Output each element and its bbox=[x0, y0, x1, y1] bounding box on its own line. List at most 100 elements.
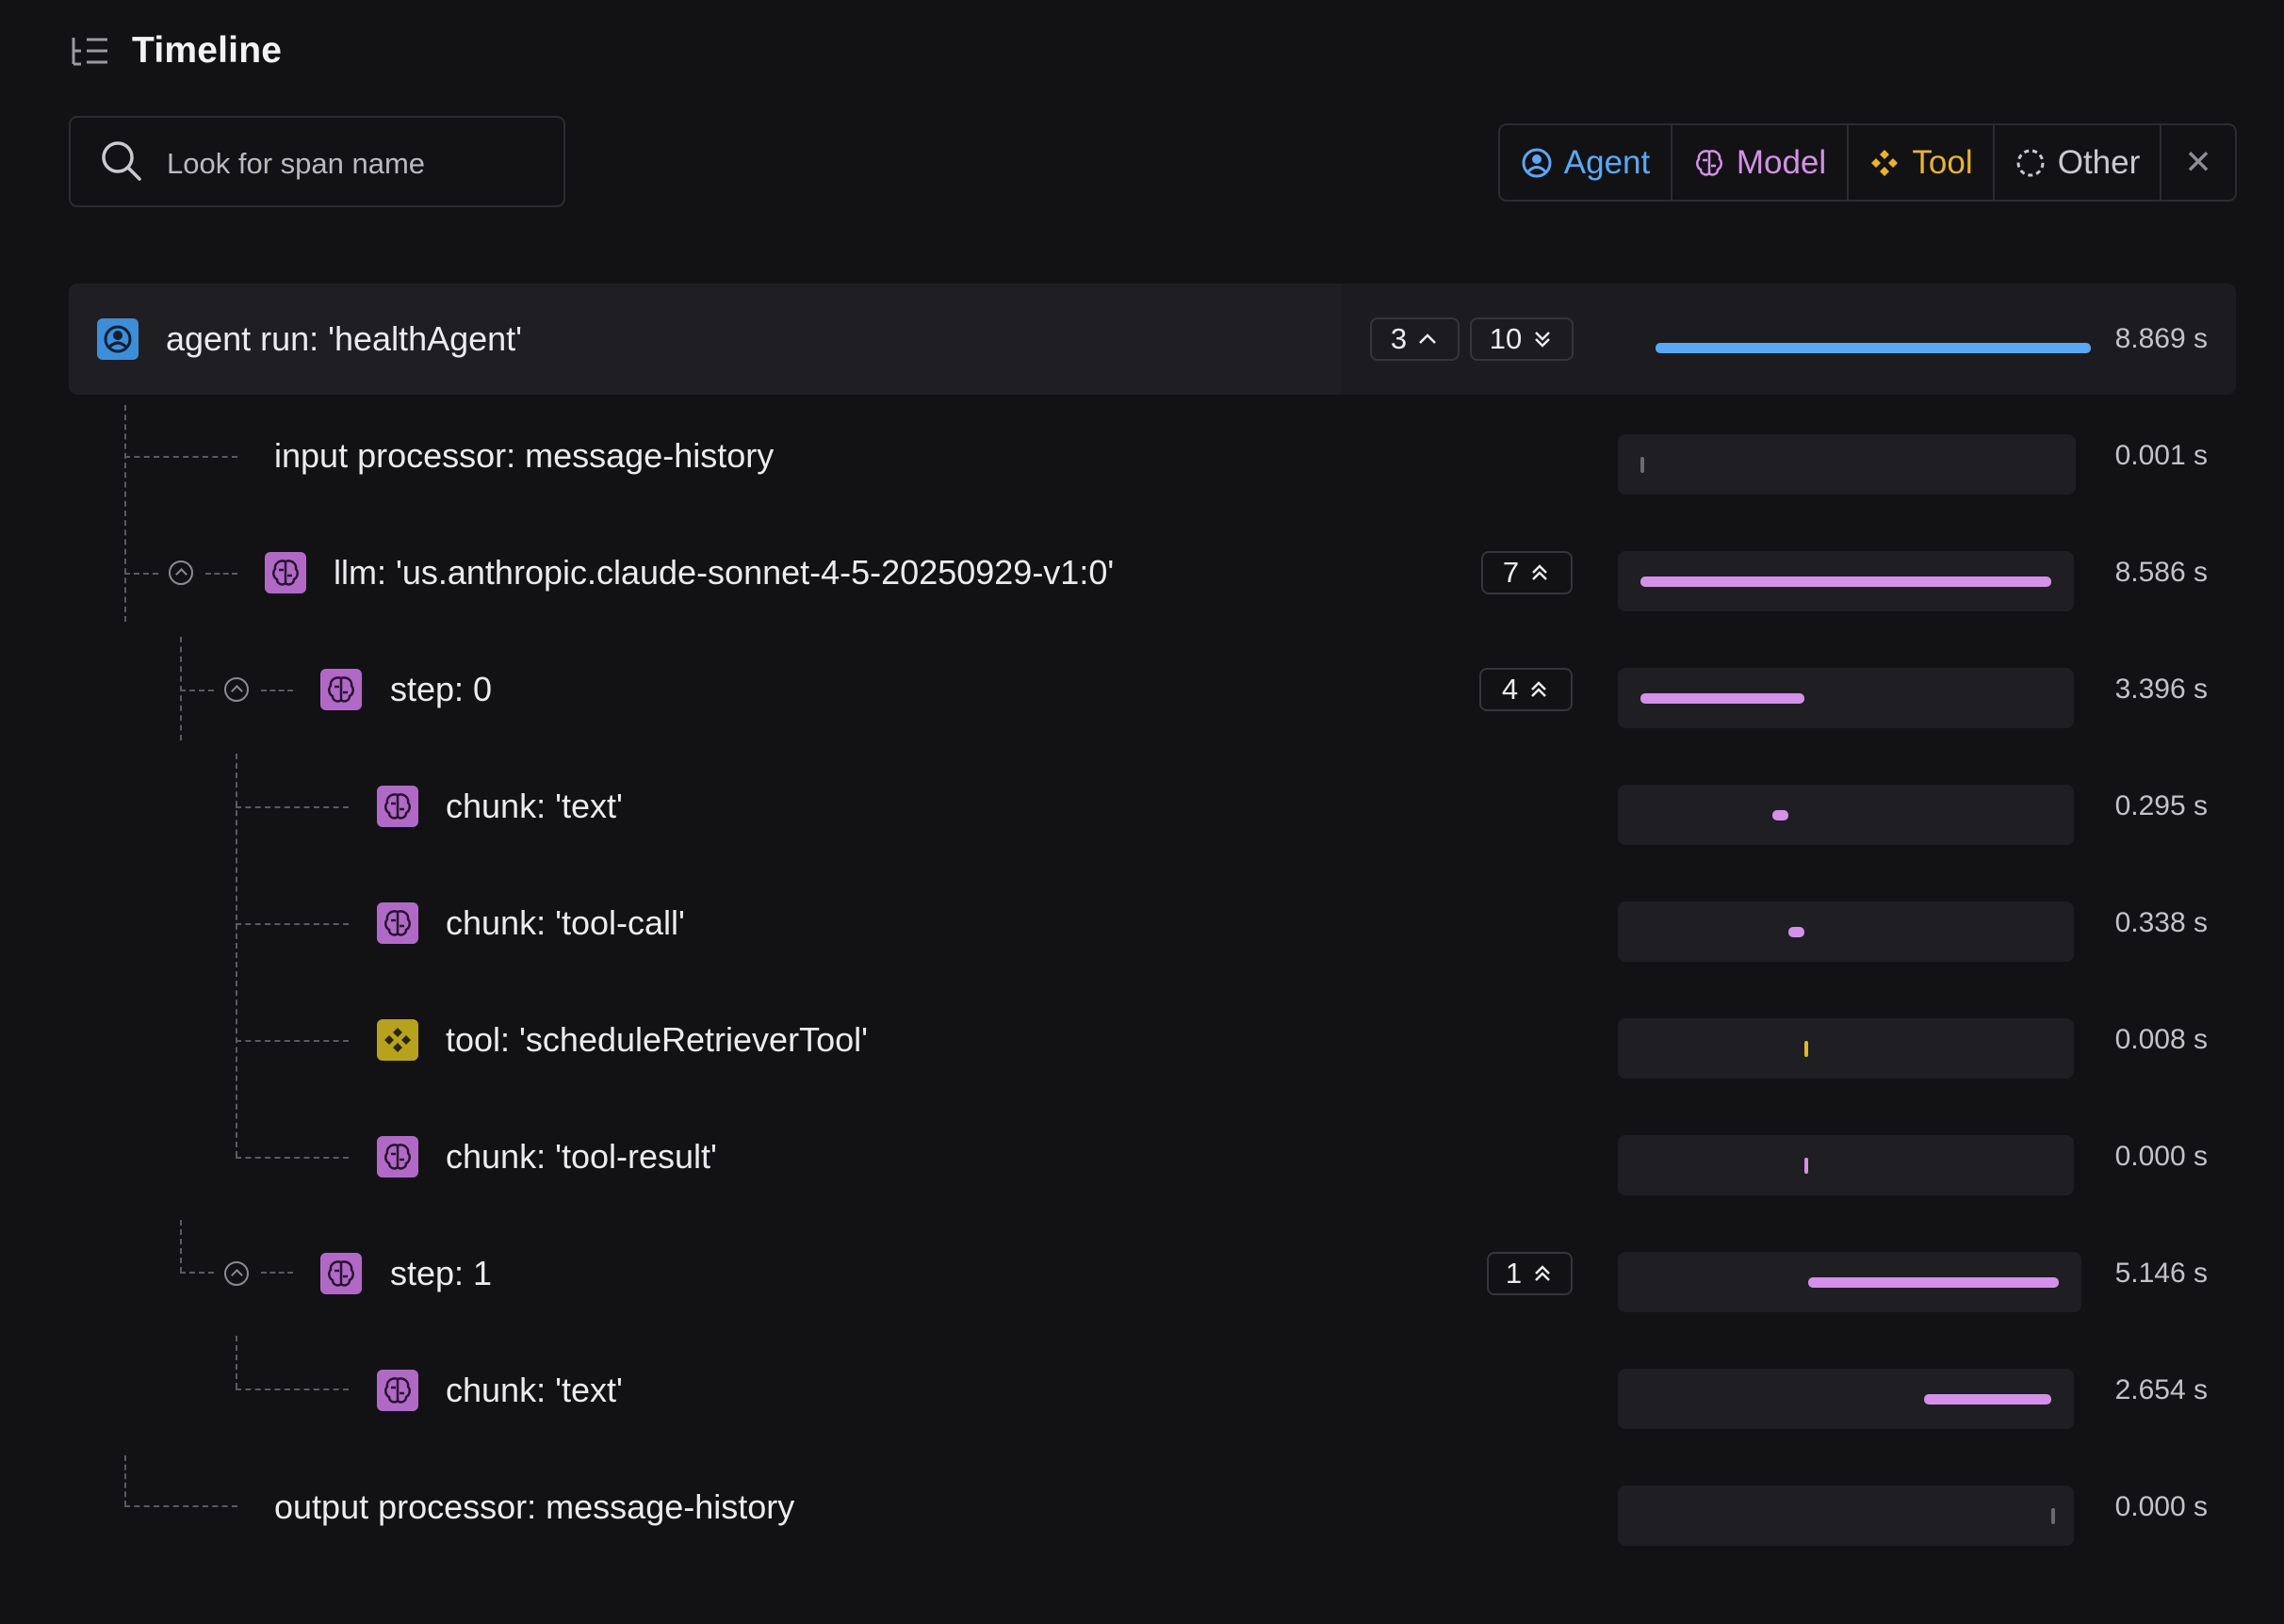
span-duration: 0.001 s bbox=[2114, 440, 2208, 471]
brain-icon bbox=[265, 552, 306, 593]
agent-user-icon bbox=[1522, 148, 1552, 177]
span-label: llm: 'us.anthropic.claude-sonnet-4-5-202… bbox=[334, 553, 1115, 592]
span-row-step-1[interactable]: step: 1 1 5.146 s bbox=[69, 1218, 2236, 1329]
page-title: Timeline bbox=[132, 30, 283, 71]
span-duration-bar bbox=[1804, 1041, 1809, 1057]
span-duration-track bbox=[1618, 1252, 2081, 1312]
span-label: step: 0 bbox=[390, 670, 493, 708]
span-label: chunk: 'tool-result' bbox=[446, 1137, 717, 1176]
collapse-children-button[interactable]: 1 bbox=[1487, 1252, 1573, 1295]
children-count: 4 bbox=[1501, 673, 1519, 706]
tree-connector bbox=[236, 754, 237, 1157]
tree-connector bbox=[261, 1272, 293, 1274]
brain-icon bbox=[377, 1136, 418, 1177]
span-duration-track bbox=[1618, 551, 2074, 611]
tree-connector bbox=[180, 1220, 182, 1273]
collapse-children-button[interactable]: 7 bbox=[1481, 551, 1573, 594]
chevrons-up-icon bbox=[1532, 564, 1548, 580]
span-row-chunk-tool-call[interactable]: chunk: 'tool-call' 0.338 s bbox=[69, 868, 2236, 979]
collapse-toggle-icon[interactable] bbox=[169, 560, 193, 585]
brain-icon bbox=[377, 786, 418, 827]
filter-tool-button[interactable]: Tool bbox=[1849, 125, 1995, 200]
collapse-toggle-icon[interactable] bbox=[224, 1261, 249, 1286]
collapse-toggle-icon[interactable] bbox=[224, 677, 249, 702]
span-label: step: 1 bbox=[390, 1254, 493, 1292]
tree-connector bbox=[236, 806, 349, 808]
filter-other-button[interactable]: Other bbox=[1995, 125, 2162, 200]
tree-connector bbox=[180, 1272, 214, 1274]
tool-diamonds-icon bbox=[377, 1019, 418, 1061]
span-row-name-cell bbox=[69, 284, 1341, 395]
span-duration: 0.000 s bbox=[2114, 1141, 2208, 1172]
span-label: tool: 'scheduleRetrieverTool' bbox=[446, 1020, 868, 1059]
collapse-children-button[interactable]: 4 bbox=[1479, 668, 1573, 711]
tree-connector bbox=[124, 1455, 126, 1506]
span-row-chunk-tool-result[interactable]: chunk: 'tool-result' 0.000 s bbox=[69, 1101, 2236, 1212]
span-row-chunk-text-2[interactable]: chunk: 'text' 2.654 s bbox=[69, 1335, 2236, 1446]
filter-model-button[interactable]: Model bbox=[1672, 125, 1849, 200]
span-duration: 0.008 s bbox=[2114, 1024, 2208, 1055]
filter-other-label: Other bbox=[2057, 143, 2141, 181]
expand-all-button[interactable]: 10 bbox=[1470, 317, 1574, 361]
tree-connector bbox=[180, 690, 214, 691]
collapse-children-button[interactable]: 3 bbox=[1370, 317, 1460, 361]
children-count: 7 bbox=[1502, 556, 1520, 589]
span-row-llm[interactable]: llm: 'us.anthropic.claude-sonnet-4-5-202… bbox=[69, 517, 2236, 628]
span-duration-bar bbox=[1923, 1394, 2051, 1405]
span-row-chunk-text[interactable]: chunk: 'text' 0.295 s bbox=[69, 751, 2236, 862]
descendants-count: 10 bbox=[1489, 322, 1523, 355]
tree-connector bbox=[124, 456, 237, 458]
brain-icon bbox=[320, 669, 362, 710]
span-duration-bar bbox=[1787, 927, 1805, 937]
brain-icon bbox=[377, 902, 418, 944]
span-duration-bar bbox=[1656, 343, 2091, 353]
brain-icon bbox=[320, 1253, 362, 1294]
span-duration-track bbox=[1618, 1486, 2074, 1546]
span-duration-track bbox=[1618, 1369, 2074, 1429]
dashed-circle-icon bbox=[2016, 149, 2045, 176]
search-box[interactable] bbox=[69, 116, 565, 207]
span-row-output-processor[interactable]: output processor: message-history 0.000 … bbox=[69, 1452, 2236, 1563]
chevrons-down-icon bbox=[1535, 332, 1551, 348]
span-row-input-processor[interactable]: input processor: message-history 0.001 s bbox=[69, 400, 2236, 512]
span-label: input processor: message-history bbox=[274, 436, 775, 475]
tree-connector bbox=[261, 690, 293, 691]
timeline-header: Timeline bbox=[70, 23, 282, 79]
span-duration-track bbox=[1642, 317, 2104, 378]
span-duration-bar bbox=[1640, 693, 1805, 704]
tree-connector bbox=[236, 1040, 349, 1042]
chevron-up-icon bbox=[1419, 333, 1437, 344]
span-duration-track bbox=[1618, 1135, 2074, 1195]
brain-icon bbox=[377, 1370, 418, 1411]
clear-filters-button[interactable]: ✕ bbox=[2162, 125, 2235, 200]
timeline-list-icon bbox=[72, 38, 107, 66]
tree-connector bbox=[205, 573, 237, 575]
span-duration: 0.295 s bbox=[2114, 790, 2208, 821]
close-icon: ✕ bbox=[2184, 143, 2212, 181]
span-duration: 5.146 s bbox=[2114, 1258, 2208, 1289]
span-duration-bar bbox=[2051, 1508, 2055, 1524]
search-input[interactable] bbox=[165, 137, 546, 191]
span-duration-bar bbox=[1807, 1277, 2059, 1288]
span-row-tool[interactable]: tool: 'scheduleRetrieverTool' 0.008 s bbox=[69, 984, 2236, 1096]
children-count: 1 bbox=[1505, 1257, 1523, 1290]
span-duration: 0.338 s bbox=[2114, 907, 2208, 938]
span-row-step-0[interactable]: step: 0 4 3.396 s bbox=[69, 634, 2236, 745]
span-duration-bar bbox=[1804, 1158, 1809, 1174]
span-duration: 0.000 s bbox=[2114, 1491, 2208, 1522]
search-icon bbox=[102, 141, 141, 181]
chevrons-up-icon bbox=[1531, 681, 1547, 697]
tree-connector bbox=[236, 923, 349, 925]
filter-agent-button[interactable]: Agent bbox=[1500, 125, 1672, 200]
span-row-agent-run[interactable]: agent run: 'healthAgent' 3 10 8.869 s bbox=[69, 284, 2236, 395]
span-duration-track bbox=[1618, 434, 2076, 495]
filter-model-label: Model bbox=[1736, 143, 1827, 181]
span-duration-bar bbox=[1640, 457, 1644, 473]
span-duration-bar bbox=[1771, 810, 1788, 820]
span-type-filters: Agent Model Tool Other ✕ bbox=[1498, 123, 2237, 202]
tree-connector bbox=[124, 573, 158, 575]
tree-connector bbox=[236, 1336, 237, 1389]
filter-tool-label: Tool bbox=[1912, 143, 1973, 181]
tree-connector bbox=[124, 1505, 237, 1507]
brain-icon bbox=[1695, 149, 1722, 176]
